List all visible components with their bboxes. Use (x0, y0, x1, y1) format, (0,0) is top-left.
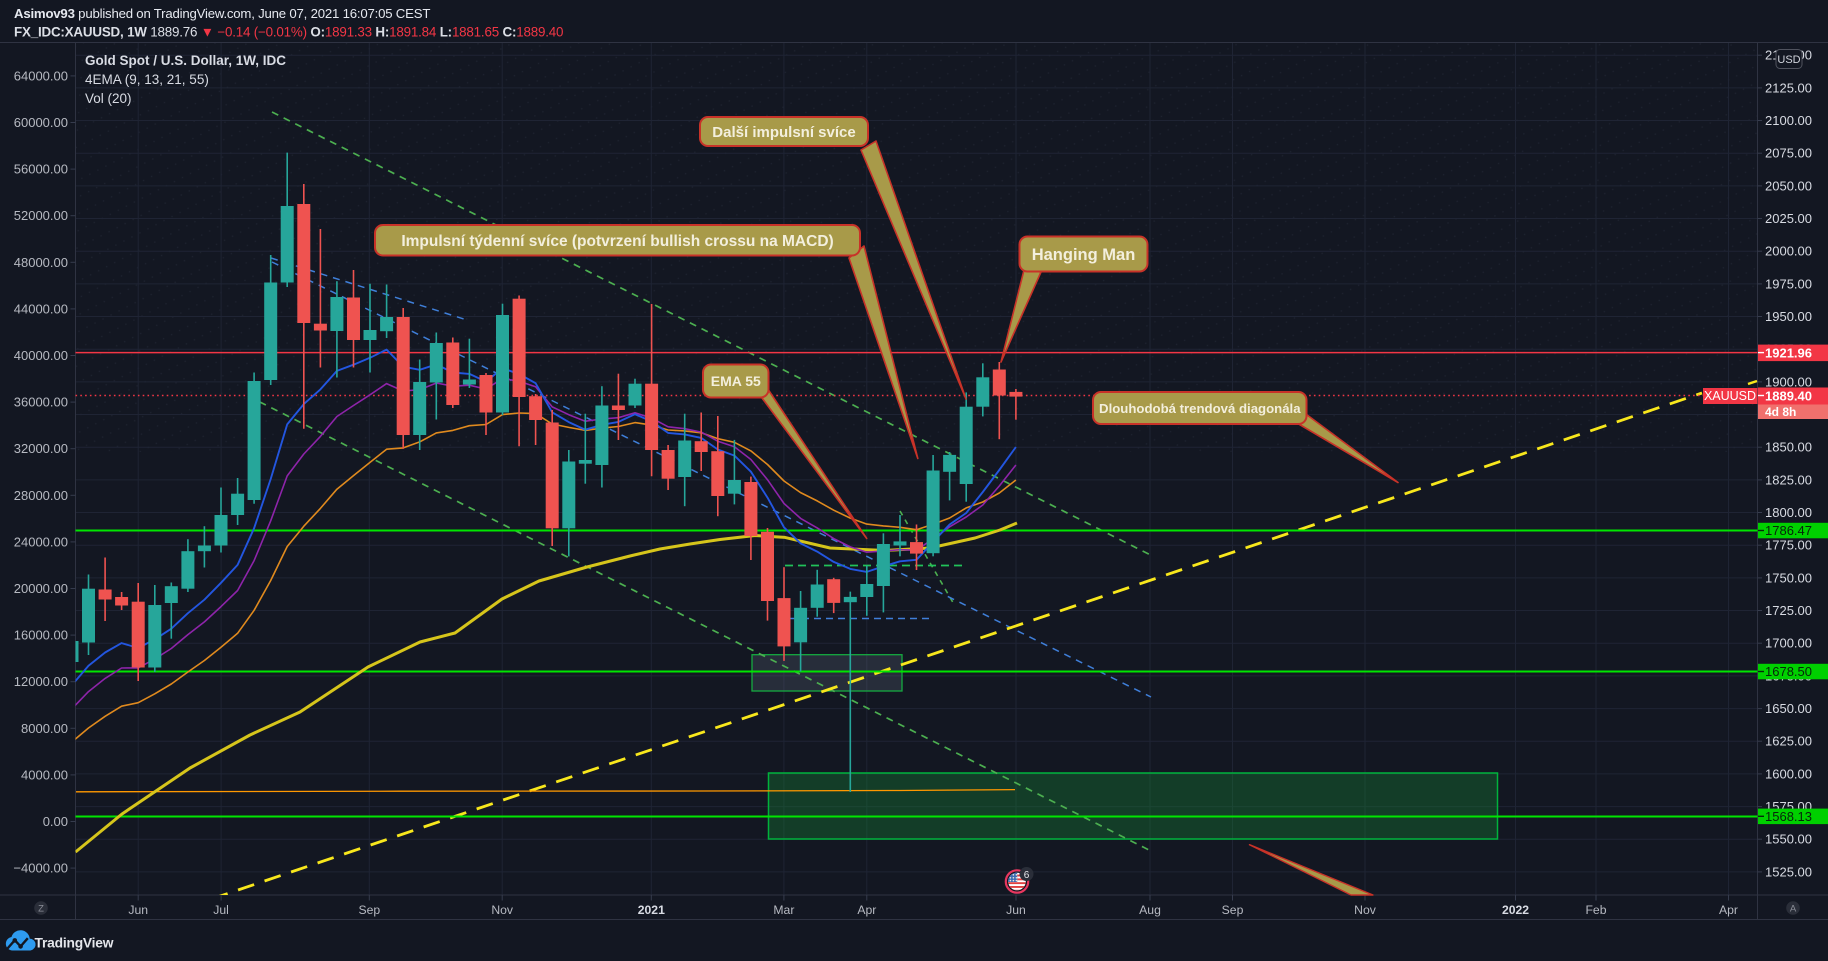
svg-text:2050.00: 2050.00 (1765, 178, 1812, 193)
svg-text:52000.00: 52000.00 (14, 208, 68, 223)
svg-text:Apr: Apr (857, 903, 876, 917)
svg-text:Aug: Aug (1139, 903, 1161, 917)
svg-text:1600.00: 1600.00 (1765, 766, 1812, 781)
svg-text:12000.00: 12000.00 (14, 674, 68, 689)
svg-text:Hanging Man: Hanging Man (1032, 246, 1136, 264)
svg-text:2022: 2022 (1502, 903, 1529, 917)
svg-text:4EMA (9, 13, 21, 55): 4EMA (9, 13, 21, 55) (85, 72, 209, 87)
svg-text:1700.00: 1700.00 (1765, 636, 1812, 651)
svg-text:Dlouhodobá trendová diagonála: Dlouhodobá trendová diagonála (1099, 401, 1301, 416)
svg-text:1568.13: 1568.13 (1765, 809, 1812, 824)
svg-text:−4000.00: −4000.00 (13, 861, 68, 876)
svg-text:2100.00: 2100.00 (1765, 113, 1812, 128)
svg-text:20000.00: 20000.00 (14, 581, 68, 596)
svg-text:2000.00: 2000.00 (1765, 244, 1812, 259)
svg-text:Další impulsní svíce: Další impulsní svíce (712, 124, 855, 141)
svg-text:USD: USD (1777, 54, 1800, 66)
svg-text:4000.00: 4000.00 (21, 767, 68, 782)
svg-text:Jun: Jun (128, 903, 148, 917)
svg-text:2125.00: 2125.00 (1765, 80, 1812, 95)
svg-text:Sep: Sep (358, 903, 380, 917)
svg-text:56000.00: 56000.00 (14, 162, 68, 177)
svg-text:24000.00: 24000.00 (14, 534, 68, 549)
svg-text:6: 6 (1024, 870, 1030, 881)
svg-text:1889.40: 1889.40 (1765, 389, 1812, 404)
svg-text:44000.00: 44000.00 (14, 301, 68, 316)
svg-text:1921.96: 1921.96 (1765, 346, 1812, 361)
svg-text:Sep: Sep (1222, 903, 1244, 917)
svg-text:1678.50: 1678.50 (1765, 664, 1812, 679)
svg-text:TradingView: TradingView (35, 936, 114, 951)
svg-text:Gold Spot / U.S. Dollar, 1W, I: Gold Spot / U.S. Dollar, 1W, IDC (85, 53, 286, 68)
svg-text:Z: Z (38, 904, 44, 915)
svg-text:Vol (20): Vol (20) (85, 91, 132, 106)
svg-text:1825.00: 1825.00 (1765, 472, 1812, 487)
svg-text:Feb: Feb (1585, 903, 1606, 917)
svg-text:Jul: Jul (213, 903, 229, 917)
svg-text:40000.00: 40000.00 (14, 348, 68, 363)
svg-text:1625.00: 1625.00 (1765, 734, 1812, 749)
svg-text:Apr: Apr (1719, 903, 1738, 917)
svg-text:8000.00: 8000.00 (21, 721, 68, 736)
svg-text:2075.00: 2075.00 (1765, 146, 1812, 161)
svg-text:A: A (1790, 904, 1797, 915)
svg-text:FX_IDC:XAUUSD, 1W 1889.76 ▼ −: FX_IDC:XAUUSD, 1W 1889.76 ▼ −0.14 (−0.01… (14, 25, 563, 40)
svg-text:48000.00: 48000.00 (14, 255, 68, 270)
svg-text:XAUUSD: XAUUSD (1704, 389, 1756, 403)
svg-text:1786.47: 1786.47 (1765, 523, 1812, 538)
svg-text:1775.00: 1775.00 (1765, 538, 1812, 553)
svg-text:28000.00: 28000.00 (14, 488, 68, 503)
svg-text:EMA 55: EMA 55 (711, 373, 761, 389)
svg-text:Nov: Nov (1354, 903, 1377, 917)
svg-text:Asimov93 published on TradingV: Asimov93 published on TradingView.com, J… (14, 6, 430, 21)
svg-text:36000.00: 36000.00 (14, 395, 68, 410)
svg-text:0.00: 0.00 (43, 814, 68, 829)
svg-text:1850.00: 1850.00 (1765, 440, 1812, 455)
svg-text:2021: 2021 (638, 903, 665, 917)
svg-text:Nov: Nov (491, 903, 514, 917)
svg-text:60000.00: 60000.00 (14, 115, 68, 130)
svg-text:2025.00: 2025.00 (1765, 211, 1812, 226)
svg-text:1800.00: 1800.00 (1765, 505, 1812, 520)
svg-text:Jun: Jun (1006, 903, 1026, 917)
svg-text:1900.00: 1900.00 (1765, 374, 1812, 389)
svg-text:32000.00: 32000.00 (14, 441, 68, 456)
svg-text:1550.00: 1550.00 (1765, 832, 1812, 847)
svg-text:1975.00: 1975.00 (1765, 276, 1812, 291)
svg-text:1650.00: 1650.00 (1765, 701, 1812, 716)
svg-text:1950.00: 1950.00 (1765, 309, 1812, 324)
svg-text:64000.00: 64000.00 (14, 68, 68, 83)
svg-text:1525.00: 1525.00 (1765, 864, 1812, 879)
svg-text:Impulsní týdenní svíce (potvrz: Impulsní týdenní svíce (potvrzení bullis… (401, 233, 833, 250)
svg-text:1750.00: 1750.00 (1765, 570, 1812, 585)
svg-text:Mar: Mar (773, 903, 794, 917)
svg-text:4d 8h: 4d 8h (1765, 405, 1796, 419)
svg-text:16000.00: 16000.00 (14, 628, 68, 643)
svg-text:1725.00: 1725.00 (1765, 603, 1812, 618)
